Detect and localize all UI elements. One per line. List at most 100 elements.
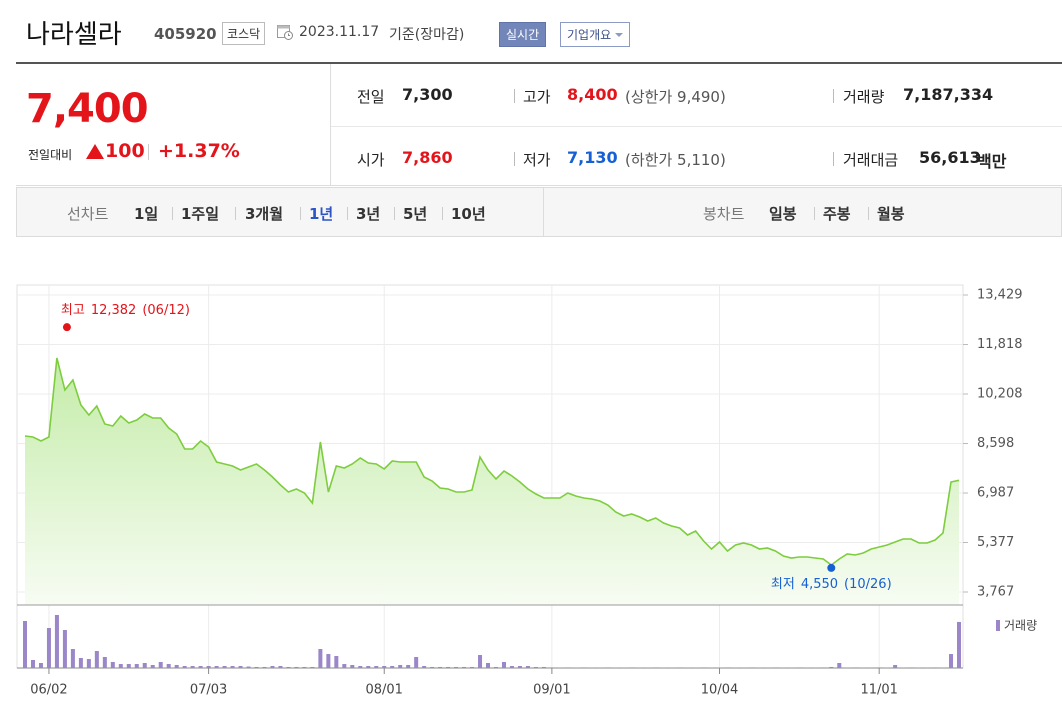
volume-bar [102, 656, 107, 668]
volume-bar [517, 666, 522, 668]
period-tab[interactable]: 1년 [309, 205, 334, 223]
volume-bar [749, 667, 754, 668]
tab-group-label: 봉차트 [703, 205, 745, 223]
volume-bar [709, 667, 714, 668]
volume-bar [877, 667, 882, 668]
y-tick-label: 5,377 [977, 535, 1014, 550]
stat-label: 거래량 [843, 88, 885, 106]
volume-bar [725, 667, 730, 668]
volume-bar [134, 664, 139, 668]
separator [514, 89, 515, 103]
volume-bar [318, 649, 323, 668]
y-tick-label: 10,208 [977, 387, 1023, 402]
volume-bar [366, 666, 371, 668]
stat-value: 7,860 [402, 148, 453, 167]
change-label: 전일대비 [28, 148, 73, 162]
x-tick-label: 06/02 [30, 683, 67, 698]
volume-bar [621, 667, 626, 668]
volume-bar [789, 667, 794, 668]
volume-bar [38, 663, 43, 668]
volume-bar [86, 659, 91, 668]
volume-bar [454, 666, 459, 668]
company-button[interactable]: 기업개요 [560, 22, 631, 47]
volume-bar [541, 666, 546, 668]
volume-bar [110, 661, 115, 668]
y-tick-label: 3,767 [977, 585, 1014, 600]
candle-tab[interactable]: 주봉 [823, 205, 851, 223]
separator [442, 207, 443, 220]
volume-bar [23, 621, 27, 668]
volume-bar [230, 666, 235, 668]
price: 7,400 [26, 86, 149, 132]
volume-bar [925, 667, 930, 668]
volume-bar [30, 659, 35, 668]
extreme-date: (06/12) [142, 303, 190, 318]
volume-bar [669, 667, 674, 668]
volume-bar [358, 666, 363, 668]
extreme-date: (10/26) [844, 576, 892, 591]
volume-bar [797, 667, 802, 668]
price-box: 7,400 전일대비 100 +1.37% [16, 64, 331, 186]
extreme-dot [62, 323, 71, 332]
volume-bar [406, 664, 411, 668]
volume-bar [326, 654, 331, 668]
separator [868, 207, 869, 220]
extreme-value: 4,550 [801, 576, 838, 591]
volume-bar [653, 667, 658, 668]
volume-bar [438, 666, 443, 668]
volume-bar [949, 654, 954, 668]
date: 2023.11.17 [299, 24, 380, 40]
volume-bar [821, 667, 826, 668]
period-tab[interactable]: 5년 [403, 205, 428, 223]
stat-value: 7,130 [567, 148, 618, 167]
volume-bar [446, 666, 451, 668]
period-tab[interactable]: 3년 [356, 205, 381, 223]
price-line [24, 357, 960, 566]
volume-bar [70, 649, 75, 668]
volume-bar [813, 667, 818, 668]
volume-bar [557, 667, 562, 668]
extreme-label-text: 최고 [61, 303, 85, 318]
volume-legend-swatch [996, 620, 1000, 631]
realtime-button[interactable]: 실시간 [499, 22, 547, 47]
volume-bar [941, 667, 946, 668]
volume-bar [629, 667, 634, 668]
volume-bar [765, 667, 770, 668]
stock-code: 405920 [154, 25, 217, 43]
price-chart: 3,767 5,377 6,987 8,598 10,208 11,818 13,429 06… [16, 284, 1037, 698]
stat-value: 7,187,334 [903, 85, 994, 104]
x-tick-label: 10/04 [701, 683, 738, 698]
stat-value: 56,613 [919, 148, 981, 167]
volume-bar [501, 661, 506, 668]
x-tick-label: 07/03 [190, 683, 227, 698]
separator [394, 207, 395, 220]
volume-bar [286, 666, 291, 668]
candle-tab[interactable]: 일봉 [769, 205, 797, 223]
volume-bar [262, 666, 267, 668]
volume-bar [869, 667, 874, 668]
candle-tab[interactable]: 월봉 [877, 205, 905, 223]
volume-bar [757, 667, 762, 668]
volume-bar [166, 664, 171, 668]
row-divider [331, 126, 1062, 127]
period-tab[interactable]: 1주일 [181, 205, 220, 223]
separator [172, 207, 173, 220]
stock-name: 나라셀라 [26, 20, 122, 50]
volume-bar [414, 656, 419, 668]
stat-unit: 백만 [977, 152, 1007, 171]
up-icon [86, 144, 104, 159]
period-tab[interactable]: 3개월 [245, 205, 284, 223]
volume-bar [198, 666, 203, 668]
volume-bar [509, 666, 514, 668]
area-fill [25, 358, 960, 605]
period-tab[interactable]: 1일 [134, 205, 159, 223]
volume-bar [310, 666, 315, 668]
volume-bar [957, 621, 962, 668]
volume-bar [661, 667, 666, 668]
volume-bar [278, 666, 283, 668]
separator [148, 144, 149, 160]
period-tab[interactable]: 10년 [451, 205, 486, 223]
volume-bar [78, 658, 83, 668]
volume-bar [701, 667, 706, 668]
